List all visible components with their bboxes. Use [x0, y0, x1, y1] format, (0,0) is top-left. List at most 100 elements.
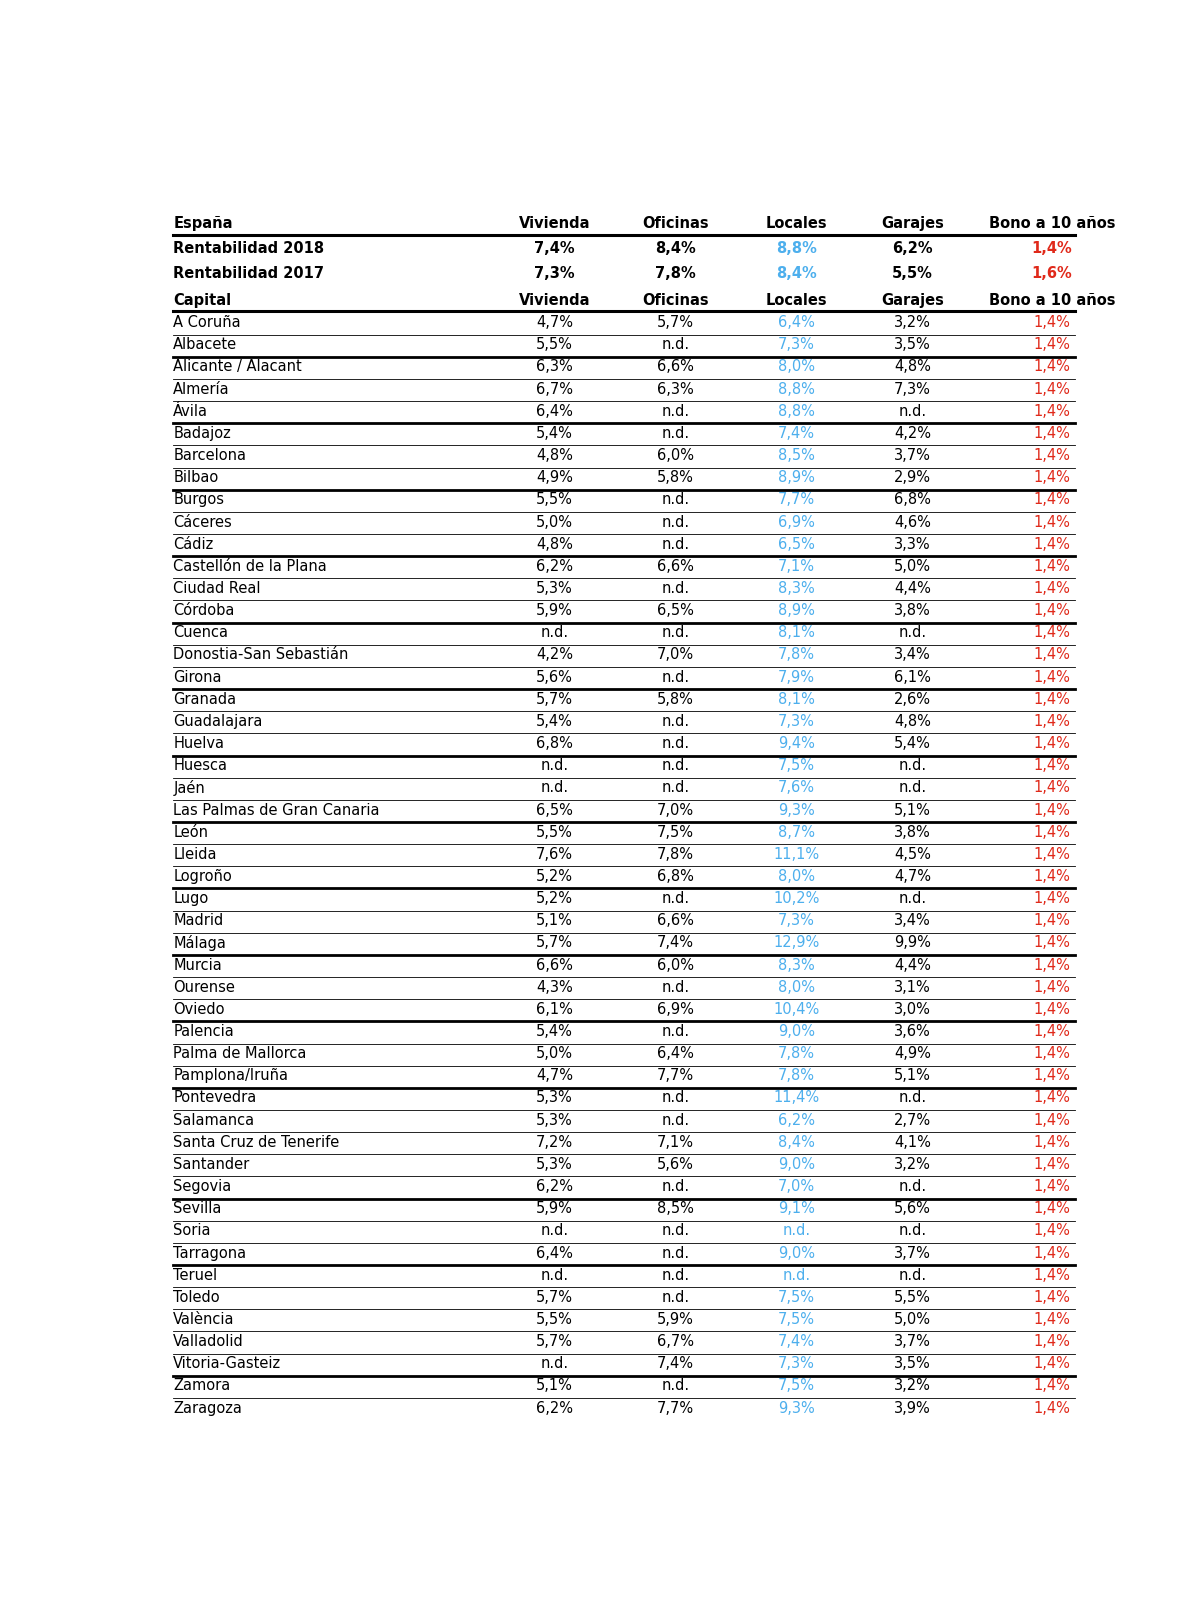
Text: 7,2%: 7,2% [536, 1135, 574, 1150]
Text: 7,5%: 7,5% [778, 1311, 815, 1328]
Text: 1,4%: 1,4% [1033, 781, 1070, 796]
Text: 6,3%: 6,3% [536, 359, 572, 375]
Text: n.d.: n.d. [782, 1224, 810, 1239]
Text: 1,4%: 1,4% [1032, 241, 1073, 255]
Text: 5,0%: 5,0% [536, 1046, 574, 1061]
Text: Santa Cruz de Tenerife: Santa Cruz de Tenerife [173, 1135, 340, 1150]
Text: 1,4%: 1,4% [1033, 603, 1070, 618]
Text: 3,7%: 3,7% [894, 1334, 931, 1349]
Text: Oficinas: Oficinas [642, 217, 709, 231]
Text: n.d.: n.d. [661, 404, 690, 419]
Text: 6,6%: 6,6% [536, 957, 572, 972]
Text: 5,1%: 5,1% [536, 914, 572, 928]
Text: 4,6%: 4,6% [894, 514, 931, 529]
Text: 5,3%: 5,3% [536, 1112, 572, 1127]
Text: n.d.: n.d. [540, 1268, 569, 1282]
Text: 6,8%: 6,8% [894, 493, 931, 508]
Text: n.d.: n.d. [899, 1090, 926, 1106]
Text: 7,8%: 7,8% [778, 1046, 815, 1061]
Text: Almería: Almería [173, 382, 230, 396]
Text: Girona: Girona [173, 669, 222, 684]
Text: 5,7%: 5,7% [536, 1290, 574, 1305]
Text: n.d.: n.d. [661, 493, 690, 508]
Text: 6,5%: 6,5% [536, 802, 572, 818]
Text: 9,9%: 9,9% [894, 935, 931, 951]
Text: 1,4%: 1,4% [1033, 935, 1070, 951]
Text: 8,4%: 8,4% [776, 265, 817, 281]
Text: 5,0%: 5,0% [536, 514, 574, 529]
Text: 6,2%: 6,2% [893, 241, 932, 255]
Text: 7,8%: 7,8% [655, 265, 696, 281]
Text: n.d.: n.d. [899, 404, 926, 419]
Text: Lugo: Lugo [173, 891, 209, 906]
Text: n.d.: n.d. [661, 1290, 690, 1305]
Text: 6,0%: 6,0% [656, 448, 694, 462]
Text: 1,4%: 1,4% [1033, 315, 1070, 330]
Text: Huesca: Huesca [173, 758, 227, 773]
Text: Logroño: Logroño [173, 868, 232, 884]
Text: 1,4%: 1,4% [1033, 825, 1070, 839]
Text: Albacete: Albacete [173, 338, 238, 353]
Text: n.d.: n.d. [661, 425, 690, 441]
Text: Garajes: Garajes [881, 293, 944, 307]
Text: Toledo: Toledo [173, 1290, 220, 1305]
Text: 1,4%: 1,4% [1033, 1069, 1070, 1083]
Text: 4,8%: 4,8% [536, 448, 572, 462]
Text: 6,4%: 6,4% [536, 404, 572, 419]
Text: 5,5%: 5,5% [536, 1311, 572, 1328]
Text: 7,9%: 7,9% [778, 669, 815, 684]
Text: 8,3%: 8,3% [778, 581, 815, 597]
Text: 5,3%: 5,3% [536, 1156, 572, 1172]
Text: 4,2%: 4,2% [536, 647, 574, 663]
Text: n.d.: n.d. [661, 581, 690, 597]
Text: 6,0%: 6,0% [656, 957, 694, 972]
Text: 6,1%: 6,1% [536, 1003, 572, 1017]
Text: 1,4%: 1,4% [1033, 514, 1070, 529]
Text: 8,9%: 8,9% [778, 471, 815, 485]
Text: n.d.: n.d. [661, 514, 690, 529]
Text: 7,8%: 7,8% [778, 1069, 815, 1083]
Text: Jaén: Jaén [173, 781, 205, 796]
Text: 3,2%: 3,2% [894, 1156, 931, 1172]
Text: Bilbao: Bilbao [173, 471, 218, 485]
Text: n.d.: n.d. [661, 1024, 690, 1040]
Text: n.d.: n.d. [661, 891, 690, 906]
Text: Rentabilidad 2018: Rentabilidad 2018 [173, 241, 324, 255]
Text: 4,5%: 4,5% [894, 847, 931, 862]
Text: Donostia-San Sebastián: Donostia-San Sebastián [173, 647, 349, 663]
Text: 9,4%: 9,4% [778, 736, 815, 750]
Text: 7,4%: 7,4% [656, 935, 694, 951]
Text: 8,7%: 8,7% [778, 825, 815, 839]
Text: 5,4%: 5,4% [536, 713, 572, 729]
Text: 1,4%: 1,4% [1033, 448, 1070, 462]
Text: 3,4%: 3,4% [894, 647, 931, 663]
Text: 7,0%: 7,0% [656, 802, 694, 818]
Text: 7,0%: 7,0% [778, 1179, 815, 1193]
Text: 1,4%: 1,4% [1033, 758, 1070, 773]
Text: 12,9%: 12,9% [773, 935, 820, 951]
Text: n.d.: n.d. [899, 626, 926, 640]
Text: 7,5%: 7,5% [778, 758, 815, 773]
Text: 3,4%: 3,4% [894, 914, 931, 928]
Text: n.d.: n.d. [540, 1357, 569, 1371]
Text: 3,8%: 3,8% [894, 603, 931, 618]
Text: 1,4%: 1,4% [1033, 1224, 1070, 1239]
Text: 8,1%: 8,1% [778, 692, 815, 707]
Text: Rentabilidad 2017: Rentabilidad 2017 [173, 265, 324, 281]
Text: 6,7%: 6,7% [656, 1334, 694, 1349]
Text: 1,4%: 1,4% [1033, 1156, 1070, 1172]
Text: n.d.: n.d. [661, 713, 690, 729]
Text: 6,4%: 6,4% [536, 1245, 572, 1261]
Text: Vivienda: Vivienda [518, 217, 590, 231]
Text: Zaragoza: Zaragoza [173, 1400, 242, 1415]
Text: 8,4%: 8,4% [778, 1135, 815, 1150]
Text: 5,4%: 5,4% [536, 1024, 572, 1040]
Text: 5,0%: 5,0% [894, 1311, 931, 1328]
Text: 7,7%: 7,7% [656, 1069, 694, 1083]
Text: 1,4%: 1,4% [1033, 669, 1070, 684]
Text: n.d.: n.d. [661, 781, 690, 796]
Text: 4,4%: 4,4% [894, 957, 931, 972]
Text: Oviedo: Oviedo [173, 1003, 224, 1017]
Text: 7,4%: 7,4% [534, 241, 575, 255]
Text: 4,1%: 4,1% [894, 1135, 931, 1150]
